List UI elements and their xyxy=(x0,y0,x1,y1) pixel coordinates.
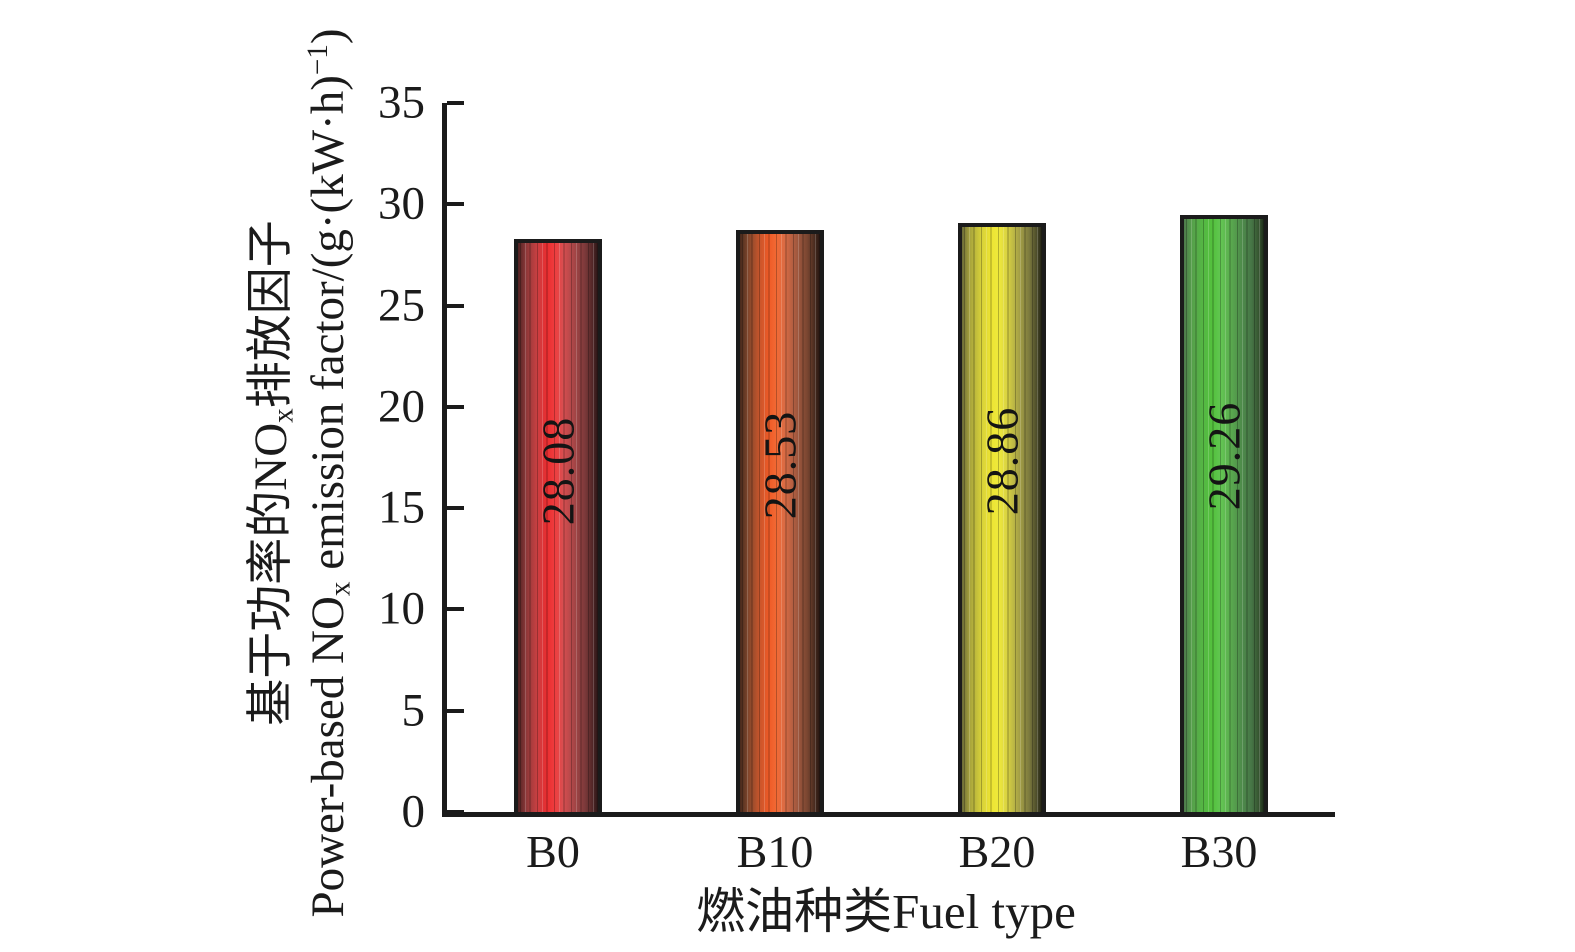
y-tick-label: 15 xyxy=(378,481,425,534)
bar-value-label: 28.08 xyxy=(532,416,584,525)
bar-B10: 28.53 xyxy=(736,230,824,812)
y-tick-mark xyxy=(447,607,464,612)
y-tick-mark xyxy=(447,404,464,409)
y-tick-label: 20 xyxy=(378,380,425,433)
plot-area: 28.08 28.53 28.86 29.26 xyxy=(442,101,1335,817)
bar-value-label: 29.26 xyxy=(1198,402,1250,511)
x-tick-label-B0: B0 xyxy=(526,826,580,877)
x-tick-label-B10: B10 xyxy=(736,826,814,877)
bar-value-label: 28.53 xyxy=(754,411,806,520)
x-axis-title: 燃油种类Fuel type xyxy=(696,884,1076,939)
bar-B20: 28.86 xyxy=(958,223,1046,812)
exponent-superscript: −1 xyxy=(301,44,334,76)
y-tick-label: 30 xyxy=(378,177,425,230)
y-tick-mark xyxy=(447,810,464,814)
x-tick-label-B30: B30 xyxy=(1180,826,1258,877)
bar-B30: 29.26 xyxy=(1180,215,1268,812)
y-tick-label: 10 xyxy=(378,582,425,635)
y-tick-label: 5 xyxy=(401,684,426,737)
y-tick-mark xyxy=(447,202,464,207)
x-axis-tick-labels: B0 B10 B20 B30 xyxy=(442,826,1330,886)
bar-value-label: 28.86 xyxy=(976,406,1028,516)
y-tick-label: 0 xyxy=(401,785,426,838)
y-tick-mark xyxy=(447,708,464,713)
y-tick-label: 25 xyxy=(378,279,425,332)
x-tick-label-B20: B20 xyxy=(958,826,1036,877)
y-tick-label: 35 xyxy=(378,76,425,129)
y-tick-mark xyxy=(447,303,464,308)
y-tick-mark xyxy=(447,506,464,511)
bar-B0: 28.08 xyxy=(514,239,602,812)
y-tick-mark xyxy=(447,101,464,105)
y-axis-tick-labels: 35 30 25 20 15 10 5 0 xyxy=(255,79,426,835)
